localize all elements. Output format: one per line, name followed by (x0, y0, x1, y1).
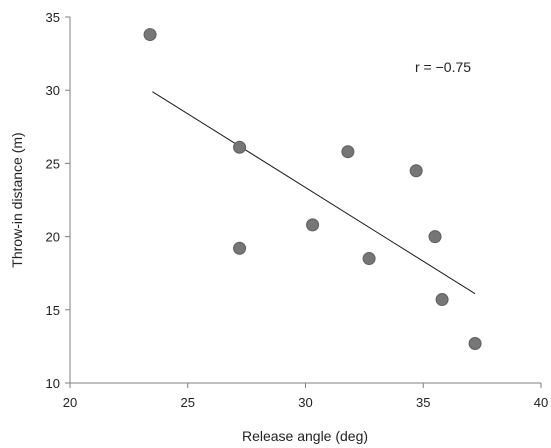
x-tick-label: 30 (298, 395, 312, 410)
y-tick-label: 10 (46, 376, 60, 391)
trend-line-group (152, 91, 476, 295)
x-axis-title: Release angle (deg) (242, 428, 368, 444)
y-tick-label: 20 (46, 230, 60, 245)
data-point (233, 140, 247, 154)
x-tick-label: 25 (181, 395, 195, 410)
correlation-annotation: r = −0.75 (415, 59, 471, 75)
data-point (468, 336, 482, 350)
data-point (362, 252, 376, 266)
data-points (143, 28, 482, 350)
y-tick-label: 35 (46, 10, 60, 25)
data-point (409, 164, 423, 178)
axis-ticks: 20 25 30 35 40 10 15 20 25 30 35 (46, 10, 549, 410)
y-axis-title: Throw-in distance (m) (9, 132, 25, 267)
data-point (435, 293, 449, 307)
x-tick-label: 40 (534, 395, 548, 410)
y-tick-label: 25 (46, 156, 60, 171)
trend-line (152, 91, 476, 295)
data-point (306, 218, 320, 232)
data-point (428, 230, 442, 244)
y-tick-label: 15 (46, 303, 60, 318)
x-tick-label: 35 (416, 395, 430, 410)
data-point (143, 28, 157, 42)
data-point (341, 145, 355, 159)
y-tick-label: 30 (46, 83, 60, 98)
data-point (233, 241, 247, 255)
x-tick-label: 20 (63, 395, 77, 410)
